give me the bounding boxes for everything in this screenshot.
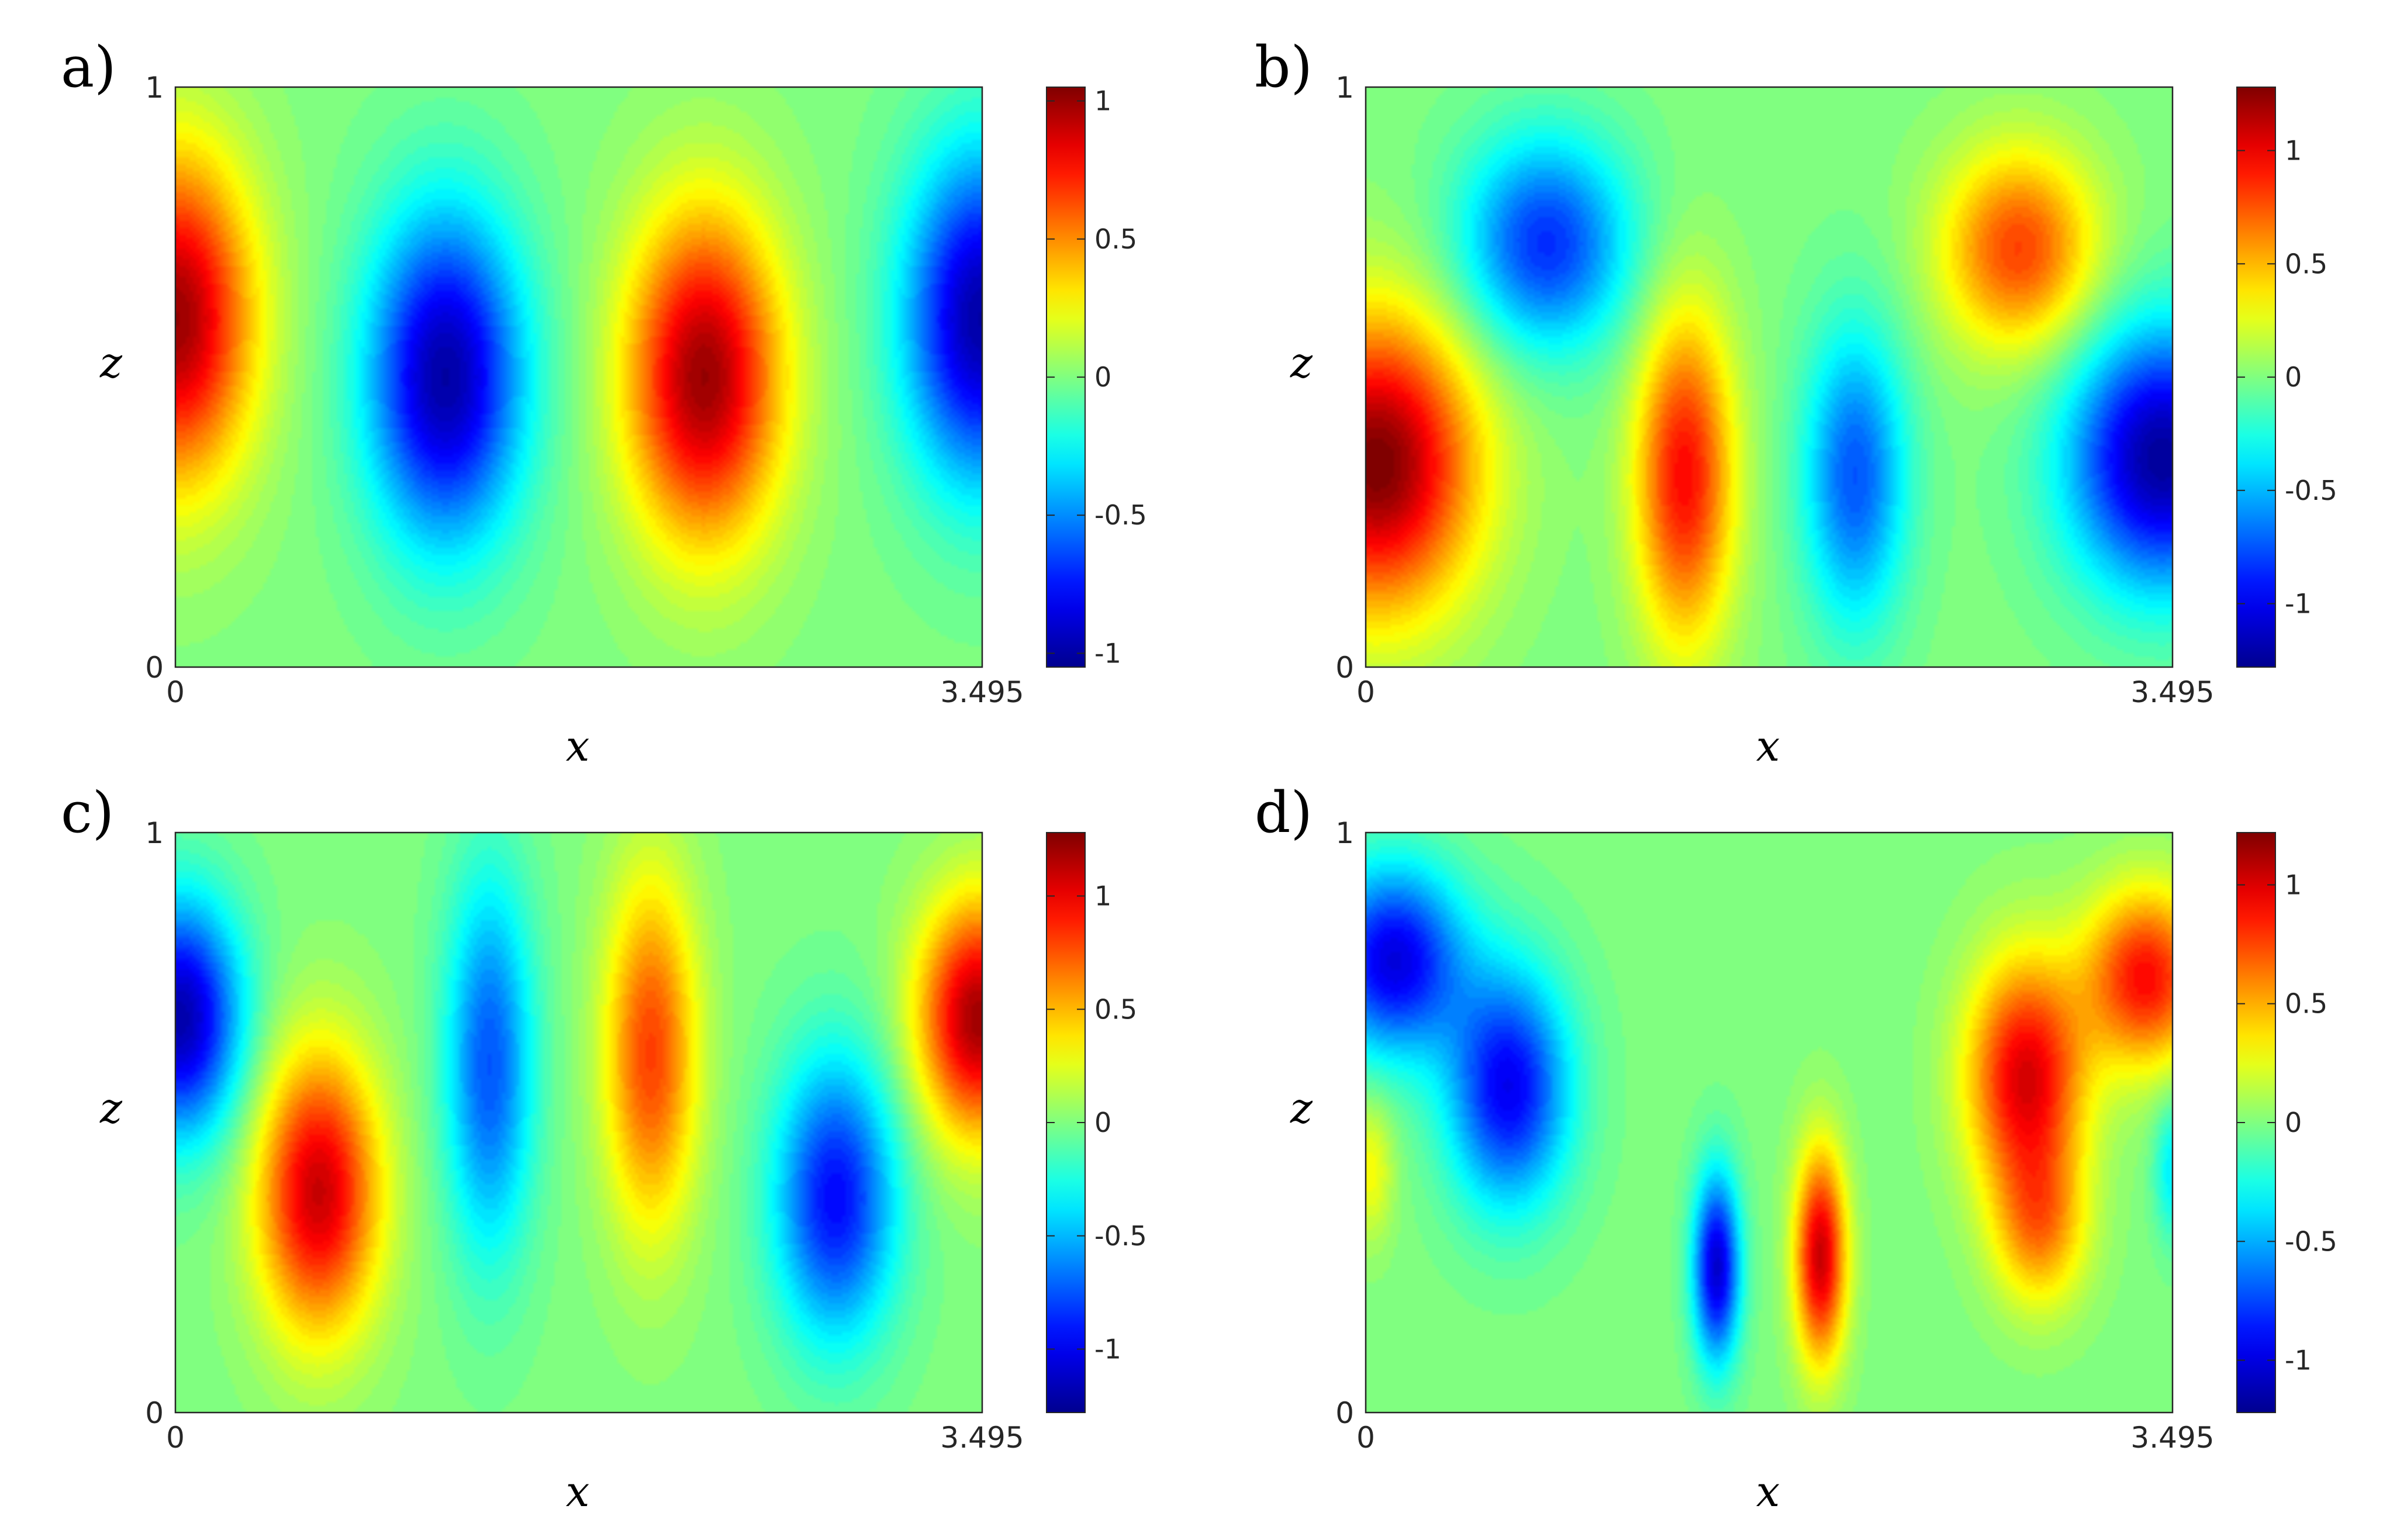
y-tick-label: 1 [145,816,164,850]
axes-box [1365,831,2174,1414]
colorbar-tick-label: 1 [1094,85,1111,117]
y-axis-label: z [1290,338,1313,387]
x-axis-label: x [566,1467,590,1516]
panel-label: b) [1255,34,1313,100]
x-axis-label: x [566,721,590,771]
colorbar-tick-label: -0.5 [2285,475,2337,506]
panel-a: a) 0 3.495 0 1 x z -1 -0.5 0 0.5 1 [61,34,1147,771]
colorbar-tick-label: -0.5 [1094,499,1147,531]
y-axis-label: z [99,1083,123,1132]
x-tick-label: 0 [166,675,185,709]
y-axis-label: z [99,338,123,387]
panel-label: a) [61,34,116,100]
y-tick-label: 1 [1335,816,1354,850]
colorbar-tick-label: -0.5 [1094,1220,1147,1252]
x-tick-label: 3.495 [940,675,1024,709]
heatmap-field [1366,87,2173,667]
heatmap-field [1366,833,2173,1413]
x-tick-label: 3.495 [940,1421,1024,1455]
x-axis-label: x [1756,1467,1780,1516]
axes-box [1365,86,2174,668]
colorbar-tick-label: 0.5 [2285,988,2327,1020]
x-tick-label: 0 [1356,675,1375,709]
colorbar-tick-label: 0.5 [2285,248,2327,279]
colorbar-tick-label: 0 [2285,1107,2302,1138]
x-tick-label: 0 [1356,1421,1375,1455]
x-axis-label: x [1756,721,1780,771]
x-tick-label: 3.495 [2130,675,2214,709]
y-tick-label: 0 [1335,651,1354,685]
colorbar-tick-label: 0.5 [1094,223,1137,255]
axes-box [174,86,983,668]
colorbar-tick-label: 1 [2285,869,2302,900]
y-tick-label: 0 [145,651,164,685]
colorbar-tick-label: 0 [2285,361,2302,393]
colorbar-tick-label: -1 [1094,637,1121,669]
panel-label: c) [61,780,114,845]
y-tick-label: 1 [145,71,164,105]
colorbar-tick-label: -0.5 [2285,1225,2337,1257]
panel-b: b) 0 3.495 0 1 x z -1 -0.5 0 0.5 1 [1255,34,2337,771]
panel-label: d) [1255,780,1313,845]
colorbar-tick-label: 1 [1094,881,1111,912]
colorbar-tick-label: -1 [1094,1334,1121,1365]
colorbar-tick-label: -1 [2285,588,2312,620]
colorbar-tick-label: 1 [2285,135,2302,167]
y-tick-label: 1 [1335,71,1354,105]
colorbar-tick-label: 0.5 [1094,993,1137,1025]
x-tick-label: 3.495 [2130,1421,2214,1455]
colorbar-tick-label: 0 [1094,1107,1111,1138]
panel-c: c) 0 3.495 0 1 x z -1 -0.5 0 0.5 1 [61,780,1147,1516]
y-axis-label: z [1290,1083,1313,1132]
panel-d: d) 0 3.495 0 1 x z -1 -0.5 0 0.5 1 [1255,780,2337,1516]
axes-box [174,831,983,1414]
y-tick-label: 0 [145,1396,164,1430]
x-tick-label: 0 [166,1421,185,1455]
y-tick-label: 0 [1335,1396,1354,1430]
colorbar-tick-label: -1 [2285,1345,2312,1376]
heatmap-field [175,87,982,667]
heatmap-field [175,833,982,1413]
colorbar-tick-label: 0 [1094,361,1111,393]
